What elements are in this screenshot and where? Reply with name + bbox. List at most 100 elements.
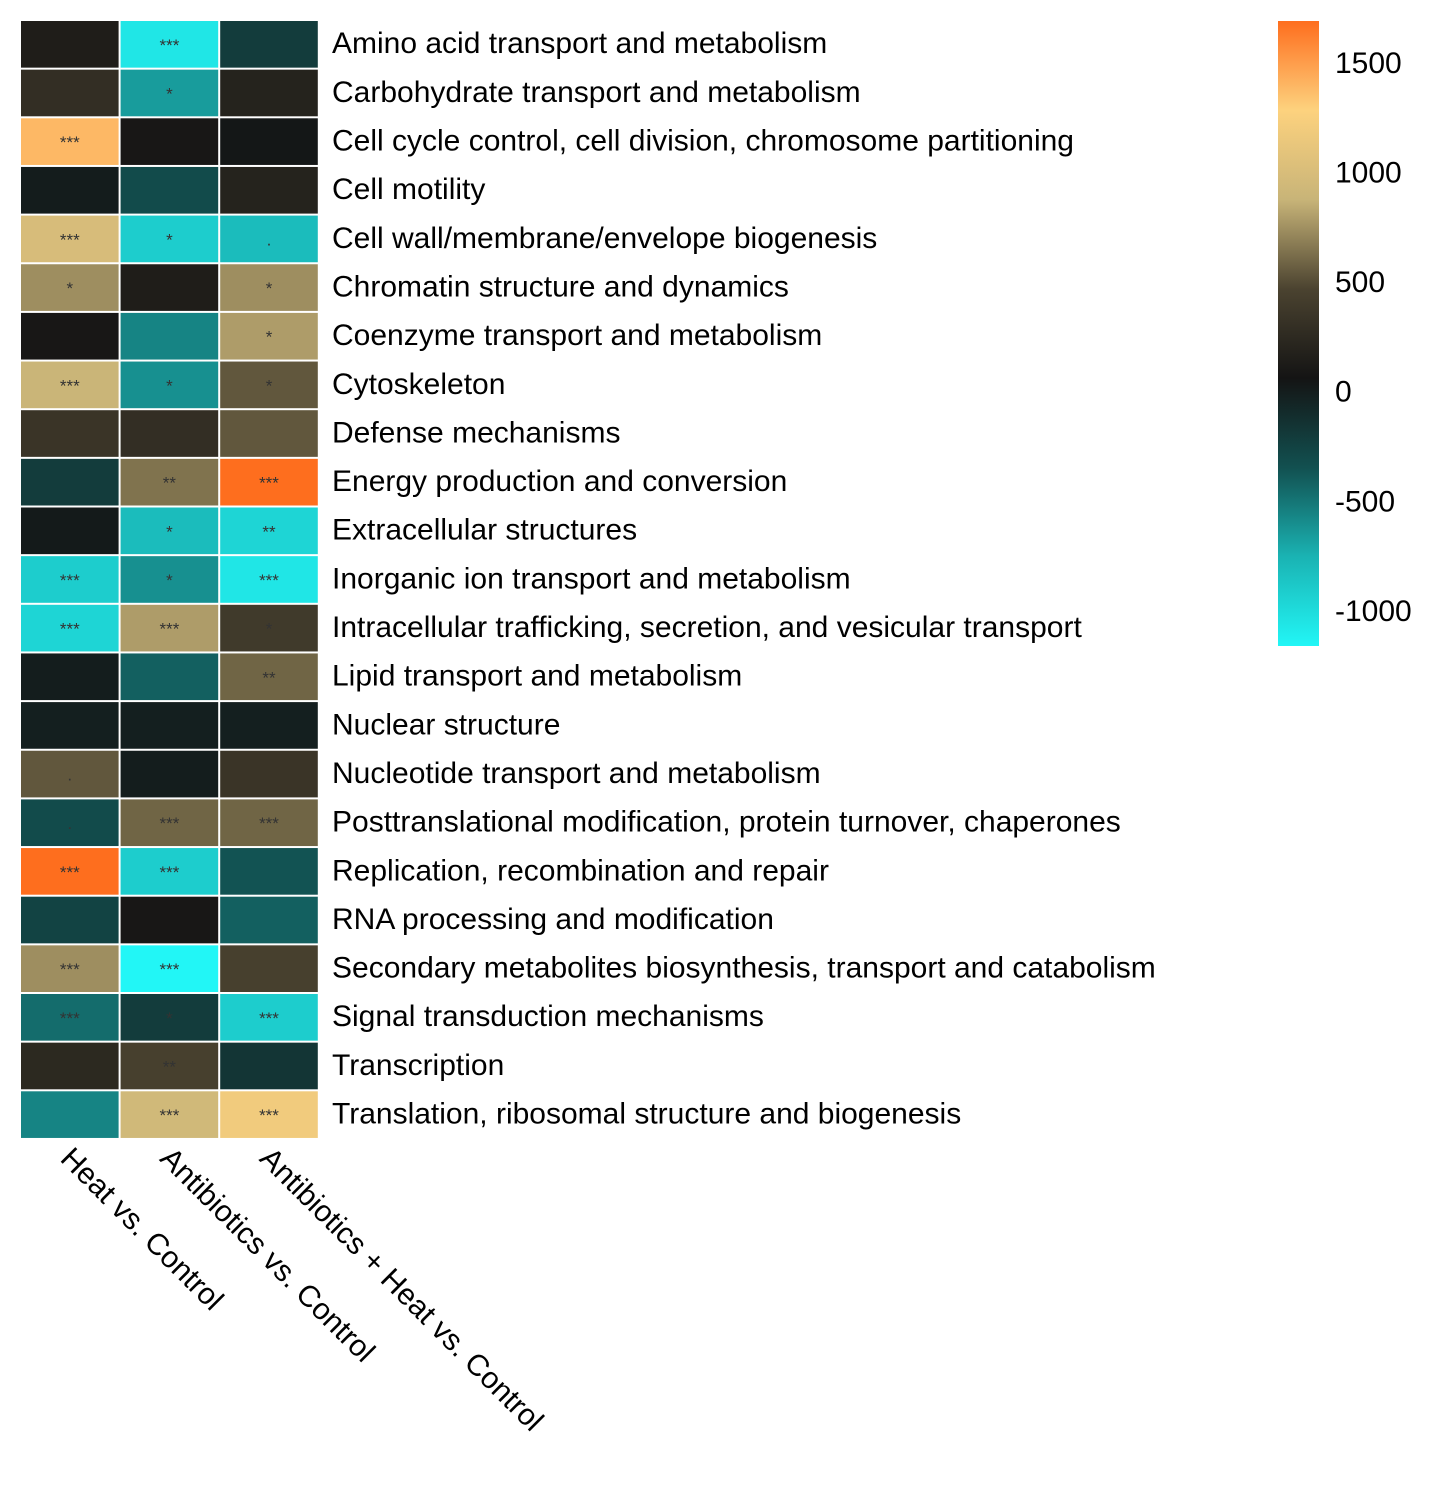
significance-marker: *** <box>259 1106 279 1125</box>
significance-marker: * <box>266 279 273 298</box>
heatmap-cell <box>21 458 119 506</box>
significance-marker: . <box>67 814 72 833</box>
heatmap-cell <box>21 264 119 311</box>
significance-marker: *** <box>159 36 179 55</box>
heatmap-cell <box>220 1091 318 1138</box>
heatmap-cell <box>120 848 219 895</box>
significance-marker: * <box>166 522 173 541</box>
row-label: Chromatin structure and dynamics <box>332 270 789 303</box>
heatmap-cell <box>220 69 318 117</box>
significance-marker: *** <box>60 571 80 590</box>
heatmap-cell <box>120 604 219 652</box>
heatmap-cell <box>220 215 318 263</box>
heatmap-cell <box>120 994 219 1041</box>
heatmap-cell <box>220 848 318 895</box>
heatmap-cell <box>21 118 119 165</box>
colorbar-tick-label: 1000 <box>1335 156 1402 189</box>
row-label: Cell motility <box>332 173 485 206</box>
heatmap-cell <box>120 945 219 992</box>
colorbar-legend: 1500 1000 500 0 -500 -1000 <box>1278 21 1412 646</box>
row-label: Coenzyme transport and metabolism <box>332 319 822 352</box>
significance-marker: * <box>166 84 173 103</box>
row-label: Amino acid transport and metabolism <box>332 27 827 60</box>
heatmap-cell <box>220 799 318 847</box>
row-label: Transcription <box>332 1049 504 1082</box>
heatmap-cell <box>120 799 219 847</box>
heatmap-cell <box>120 264 219 311</box>
heatmap-cell <box>120 312 219 360</box>
significance-marker: *** <box>60 960 80 979</box>
heatmap-cell <box>21 799 119 847</box>
row-label: Posttranslational modification, protein … <box>332 806 1121 839</box>
significance-marker: *** <box>60 376 80 395</box>
significance-marker: * <box>266 328 273 347</box>
colorbar-tick-label: -500 <box>1335 485 1395 518</box>
heatmap-cell <box>120 702 219 749</box>
heatmap-cell <box>220 653 318 701</box>
heatmap-cell <box>220 166 318 214</box>
row-label: Cell wall/membrane/envelope biogenesis <box>332 222 877 255</box>
heatmap-cell <box>220 507 318 555</box>
colorbar-tick-label: -1000 <box>1335 595 1412 628</box>
significance-marker: * <box>266 376 273 395</box>
row-label: Lipid transport and metabolism <box>332 660 742 693</box>
row-label: Carbohydrate transport and metabolism <box>332 76 861 109</box>
heatmap-cell <box>120 1091 219 1138</box>
heatmap-cell <box>21 361 119 409</box>
heatmap-cell <box>120 556 219 603</box>
heatmap-cell <box>120 118 219 165</box>
significance-marker: *** <box>159 814 179 833</box>
heatmap-cell <box>21 166 119 214</box>
heatmap-cell <box>120 166 219 214</box>
significance-marker: *** <box>159 960 179 979</box>
heatmap-cell <box>21 1091 119 1138</box>
heatmap-cell <box>220 556 318 603</box>
heatmap-cell <box>21 215 119 263</box>
heatmap-cell <box>21 1042 119 1090</box>
heatmap-cell <box>21 896 119 944</box>
heatmap-cell <box>21 604 119 652</box>
heatmap-cell <box>120 507 219 555</box>
row-label: Inorganic ion transport and metabolism <box>332 562 851 595</box>
heatmap-cell <box>120 215 219 263</box>
significance-marker: *** <box>259 474 279 493</box>
heatmap-cell <box>220 21 318 68</box>
row-labels: Amino acid transport and metabolism Carbo… <box>332 27 1156 1130</box>
heatmap-cell <box>21 994 119 1041</box>
heatmap-cell <box>21 21 119 68</box>
heatmap-cell <box>21 507 119 555</box>
heatmap-cells: ********** * .* ***** * *** **** ***** * ****** **… <box>21 21 318 1138</box>
row-label: Nuclear structure <box>332 708 560 741</box>
row-label: Cell cycle control, cell division, chrom… <box>332 125 1074 158</box>
row-label: Signal transduction mechanisms <box>332 1000 764 1033</box>
heatmap-cell <box>120 21 219 68</box>
row-label: Defense mechanisms <box>332 416 620 449</box>
row-label: Cytoskeleton <box>332 368 505 401</box>
heatmap-cell <box>21 702 119 749</box>
colorbar-tick-label: 1500 <box>1335 47 1402 80</box>
significance-marker: *** <box>259 1009 279 1028</box>
row-label: Translation, ribosomal structure and bio… <box>332 1098 961 1131</box>
heatmap-cell <box>220 604 318 652</box>
significance-marker: * <box>66 279 73 298</box>
heatmap-cell <box>21 848 119 895</box>
significance-marker: *** <box>159 1106 179 1125</box>
heatmap-cell <box>21 410 119 457</box>
colorbar-gradient <box>1278 21 1319 646</box>
heatmap-cell <box>21 556 119 603</box>
heatmap-cell <box>220 945 318 992</box>
significance-marker: *** <box>60 230 80 249</box>
heatmap-cell <box>220 118 318 165</box>
heatmap-cell <box>120 69 219 117</box>
significance-marker: * <box>166 1009 173 1028</box>
heatmap-cell <box>220 361 318 409</box>
significance-marker: *** <box>60 133 80 152</box>
row-label: Replication, recombination and repair <box>332 854 829 887</box>
colorbar-tick-label: 0 <box>1335 376 1352 409</box>
heatmap-cell <box>220 994 318 1041</box>
heatmap-cell <box>21 312 119 360</box>
row-label: Intracellular trafficking, secretion, an… <box>332 611 1082 644</box>
row-label: RNA processing and modification <box>332 903 774 936</box>
heatmap-cell <box>21 69 119 117</box>
